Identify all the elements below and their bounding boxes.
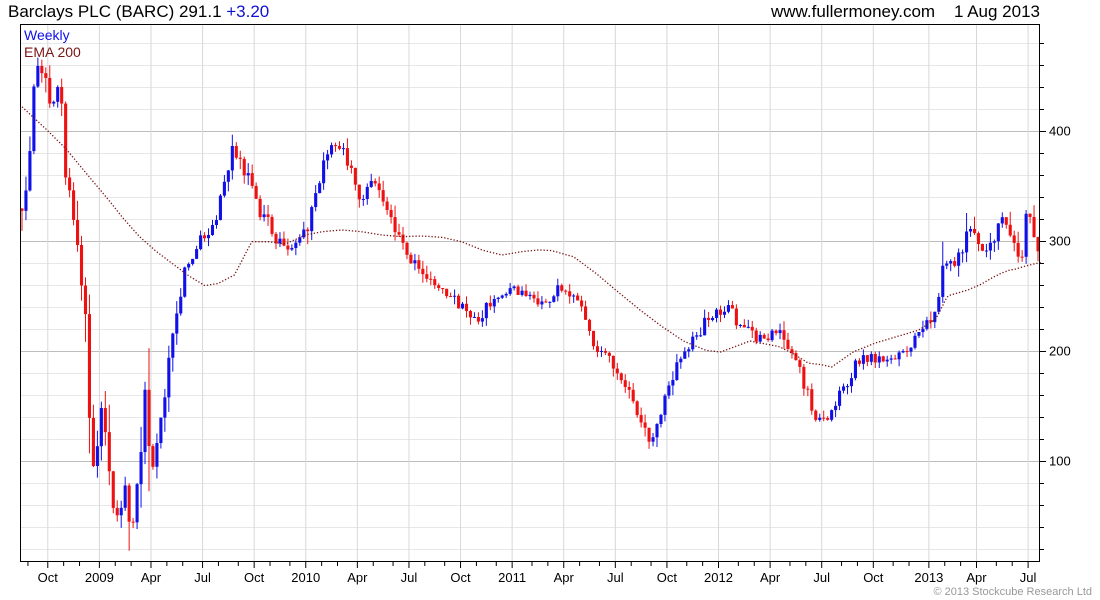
svg-text:Jul: Jul [401, 570, 418, 585]
svg-text:Jul: Jul [194, 570, 211, 585]
svg-text:Jul: Jul [607, 570, 624, 585]
svg-text:Apr: Apr [760, 570, 781, 585]
svg-text:Apr: Apr [966, 570, 987, 585]
svg-text:Jul: Jul [1020, 570, 1037, 585]
svg-text:2012: 2012 [704, 570, 733, 585]
svg-text:Jul: Jul [813, 570, 830, 585]
svg-text:Weekly: Weekly [24, 27, 70, 43]
svg-text:Oct: Oct [244, 570, 265, 585]
svg-text:Oct: Oct [38, 570, 59, 585]
svg-text:2010: 2010 [291, 570, 320, 585]
svg-text:300: 300 [1049, 234, 1071, 249]
svg-text:200: 200 [1049, 344, 1071, 359]
svg-text:100: 100 [1049, 454, 1071, 469]
svg-text:Apr: Apr [554, 570, 575, 585]
svg-text:Apr: Apr [141, 570, 162, 585]
svg-text:Apr: Apr [347, 570, 368, 585]
svg-text:Oct: Oct [657, 570, 678, 585]
svg-text:Oct: Oct [450, 570, 471, 585]
svg-text:400: 400 [1049, 124, 1071, 139]
svg-text:2013: 2013 [914, 570, 943, 585]
svg-text:EMA 200: EMA 200 [24, 44, 81, 60]
svg-text:Oct: Oct [863, 570, 884, 585]
svg-text:2011: 2011 [498, 570, 526, 585]
svg-text:2009: 2009 [85, 570, 114, 585]
